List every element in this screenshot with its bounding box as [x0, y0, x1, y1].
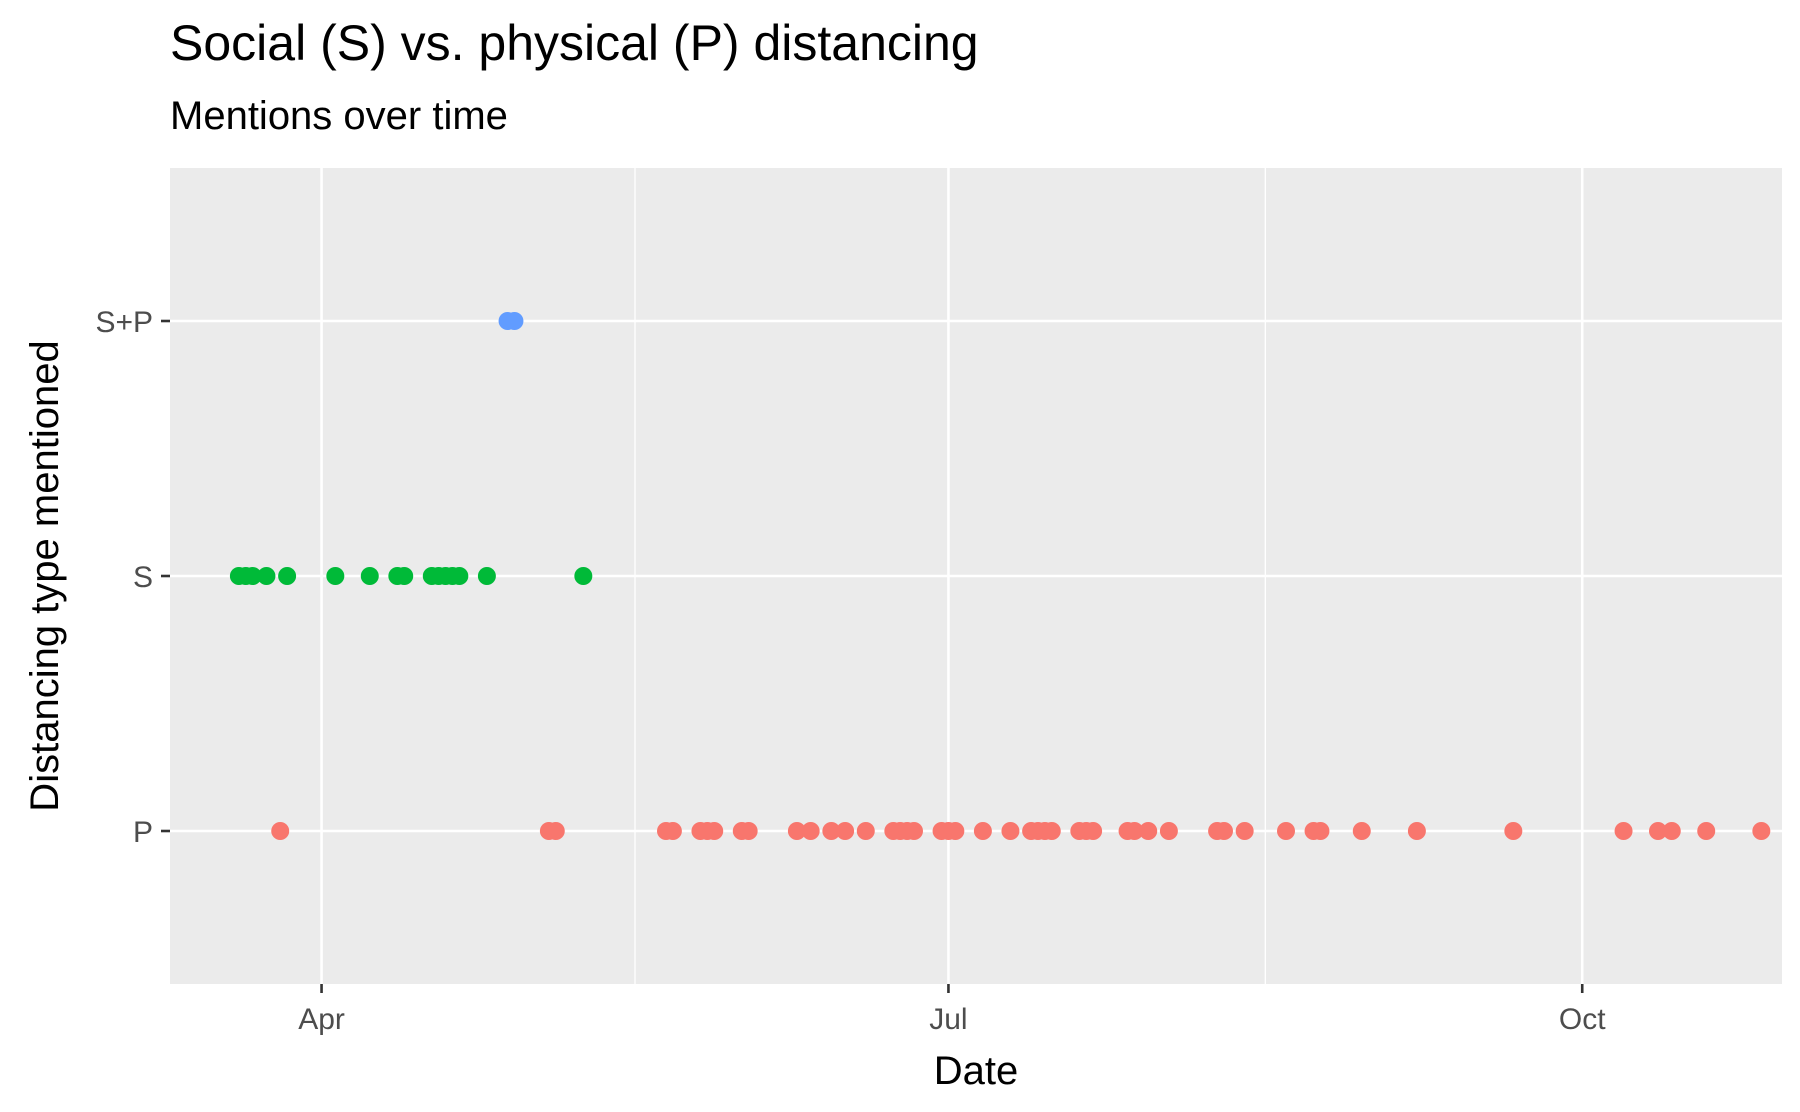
data-point: [1084, 822, 1103, 840]
data-point: [1407, 822, 1426, 840]
data-point: [1752, 822, 1771, 840]
x-tick-label: Jul: [929, 1003, 967, 1036]
data-point: [271, 822, 290, 840]
y-axis-title: Distancing type mentioned: [23, 340, 67, 811]
data-point: [1235, 822, 1254, 840]
data-point: [1662, 822, 1681, 840]
data-point: [822, 822, 841, 840]
data-point: [278, 567, 297, 585]
data-point: [1042, 822, 1061, 840]
data-point: [505, 312, 524, 330]
data-point: [663, 822, 682, 840]
data-point: [801, 822, 820, 840]
data-point: [1277, 822, 1295, 840]
data-point: [739, 822, 758, 840]
data-point: [1352, 822, 1371, 840]
y-tick-label: P: [133, 816, 153, 849]
data-point: [1001, 822, 1020, 840]
data-point: [395, 567, 414, 585]
data-point: [243, 567, 262, 585]
y-axis: P S S+P: [95, 306, 170, 849]
data-point: [1614, 822, 1633, 840]
data-point: [1697, 822, 1716, 840]
x-tick-label: Apr: [298, 1003, 345, 1036]
data-point: [1649, 822, 1667, 840]
chart-title: Social (S) vs. physical (P) distancing: [170, 15, 979, 71]
x-tick-label: Oct: [1559, 1003, 1606, 1036]
y-tick-label: S+P: [95, 306, 153, 339]
data-point: [1504, 822, 1523, 840]
data-point: [856, 822, 875, 840]
data-point: [546, 822, 565, 840]
data-point: [905, 822, 923, 840]
data-point: [1159, 822, 1178, 840]
x-axis-title: Date: [934, 1049, 1019, 1093]
data-point: [1311, 822, 1330, 840]
data-point: [574, 567, 593, 585]
data-point: [360, 567, 379, 585]
data-point: [836, 822, 855, 840]
data-point: [450, 567, 469, 585]
data-point: [705, 822, 724, 840]
data-point: [257, 567, 276, 585]
data-points: [229, 312, 1771, 840]
data-point: [787, 822, 806, 840]
data-point: [946, 822, 965, 840]
data-point: [1215, 822, 1233, 840]
data-point: [1139, 822, 1158, 840]
data-point: [477, 567, 496, 585]
data-point: [973, 822, 992, 840]
x-axis: Apr Jul Oct: [298, 984, 1606, 1036]
data-point: [326, 567, 345, 585]
y-tick-label: S: [133, 561, 153, 594]
data-point: [1125, 822, 1144, 840]
chart-subtitle: Mentions over time: [170, 94, 508, 138]
